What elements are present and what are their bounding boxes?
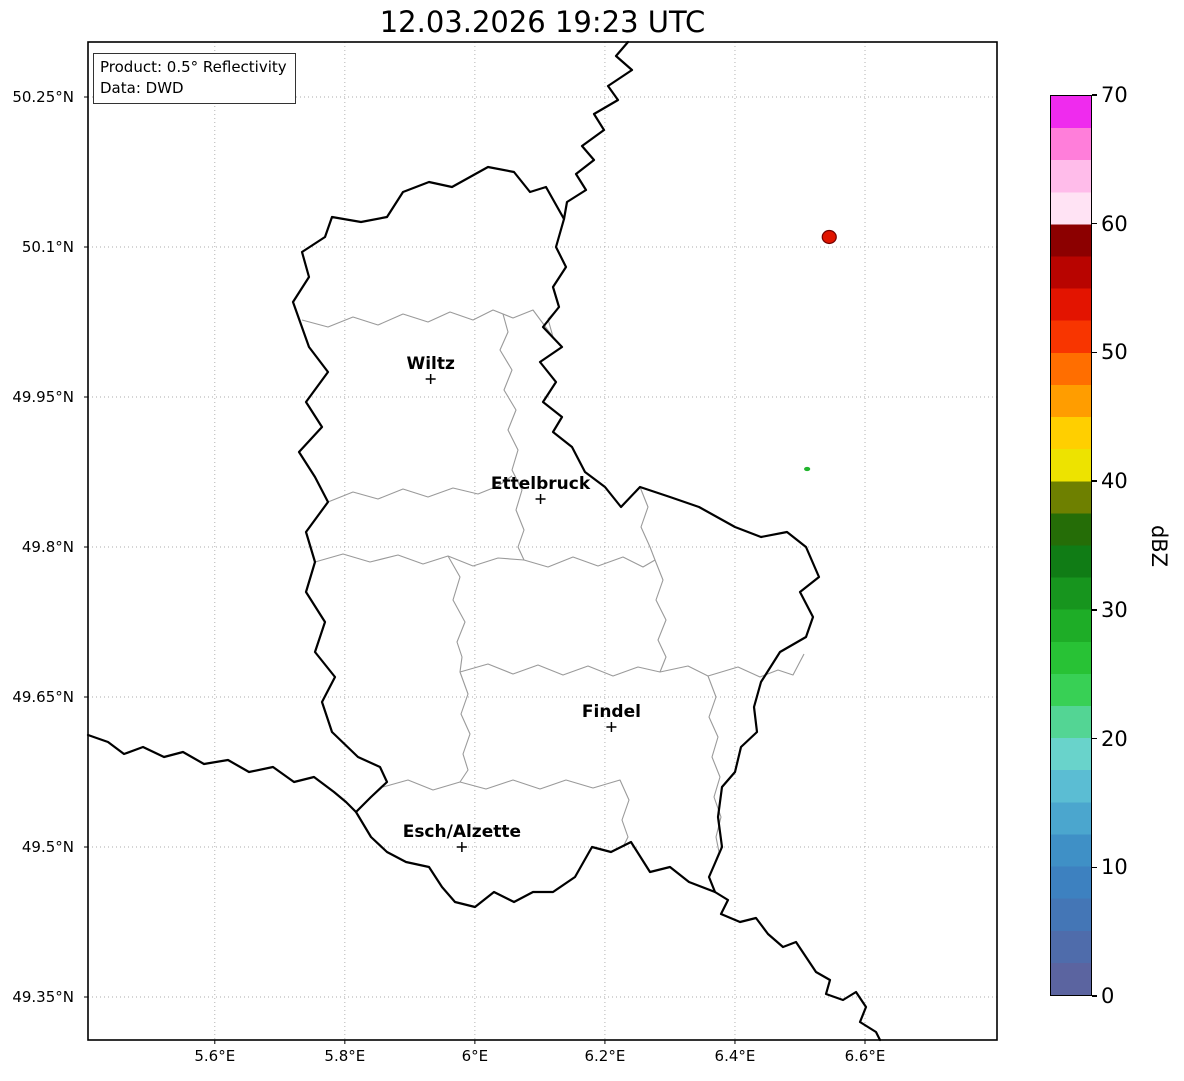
- x-tick-label: 6.6°E: [844, 1047, 886, 1065]
- city-label: Ettelbruck: [491, 474, 591, 494]
- france-belgium-border: [86, 733, 358, 814]
- y-tick-label: 50.25°N: [12, 88, 74, 106]
- x-tick-label: 5.6°E: [194, 1047, 236, 1065]
- y-tick-label: 49.95°N: [12, 388, 74, 406]
- colorbar-tickmark: [1092, 866, 1097, 869]
- y-tick-label: 49.35°N: [12, 988, 74, 1006]
- x-tick-label: 6°E: [461, 1047, 489, 1065]
- colorbar-tickmark: [1092, 222, 1097, 225]
- colorbar-tickmark: [1092, 609, 1097, 611]
- canton-boundary: [707, 675, 722, 863]
- colorbar-tick-label: 40: [1101, 469, 1128, 494]
- colorbar-tick-label: 50: [1101, 340, 1128, 365]
- info-source: Data: DWD: [100, 79, 184, 97]
- national-borders: [86, 40, 882, 1042]
- city-label: Findel: [582, 702, 641, 722]
- figure-title: 12.03.2026 19:23 UTC: [379, 5, 706, 39]
- colorbar-tick-label: 30: [1101, 597, 1128, 622]
- colorbar-tickmark: [1092, 351, 1097, 354]
- y-tick-label: 49.65°N: [12, 688, 74, 706]
- belgium-germany-border: [562, 40, 634, 221]
- city-label: Esch/Alzette: [403, 822, 521, 842]
- colorbar-tickmark: [1092, 480, 1097, 482]
- canton-boundary: [639, 486, 667, 673]
- colorbar-tick-label: 0: [1101, 984, 1115, 1008]
- city-marker: [535, 494, 546, 504]
- canton-boundary: [327, 475, 513, 503]
- city-marker: [456, 842, 467, 852]
- grid-layer: [84, 42, 997, 1044]
- colorbar: [1050, 95, 1092, 996]
- plot-frame: [87, 41, 998, 1041]
- canton-boundary: [499, 313, 525, 561]
- colorbar-tickmark: [1092, 737, 1097, 740]
- radar-echo: [821, 229, 837, 245]
- y-tick-label: 49.8°N: [21, 538, 74, 556]
- colorbar-tickmark: [1092, 995, 1097, 997]
- city-layer: Wiltz Ettelbruck Findel Esch/Alzette: [403, 354, 641, 852]
- colorbar-tickmark: [1092, 94, 1097, 96]
- luxembourg-border: [291, 165, 821, 909]
- map-canvas: Wiltz Ettelbruck Findel Esch/Alzette: [84, 40, 998, 1044]
- city-marker: [606, 722, 617, 732]
- canton-boundary: [459, 653, 805, 678]
- colorbar-tick-label: 20: [1101, 726, 1128, 751]
- city-marker: [425, 374, 436, 384]
- x-tick-label: 5.8°E: [324, 1047, 366, 1065]
- map-plot: Wiltz Ettelbruck Findel Esch/Alzette Produc…: [84, 40, 998, 1044]
- colorbar-tick-label: 60: [1101, 211, 1128, 236]
- canton-boundary: [382, 779, 630, 848]
- x-tick-label: 6.2°E: [584, 1047, 626, 1065]
- info-box: Product: 0.5° Reflectivity Data: DWD: [93, 53, 296, 104]
- colorbar-tick-label: 10: [1101, 855, 1128, 880]
- canton-boundary: [447, 555, 471, 783]
- colorbar-label: dBZ: [1147, 524, 1171, 568]
- y-tick-label: 50.1°N: [21, 238, 74, 256]
- x-tick-label: 6.4°E: [714, 1047, 756, 1065]
- info-product: Product: 0.5° Reflectivity: [100, 58, 287, 76]
- france-germany-border: [713, 890, 882, 1042]
- y-tick-label: 49.5°N: [21, 838, 74, 856]
- radar-echo: [804, 466, 811, 472]
- radar-echo-layer: [804, 229, 837, 472]
- colorbar-tick-label: 70: [1101, 83, 1128, 107]
- canton-boundary: [301, 309, 554, 338]
- city-label: Wiltz: [406, 354, 455, 374]
- canton-boundary: [314, 553, 656, 568]
